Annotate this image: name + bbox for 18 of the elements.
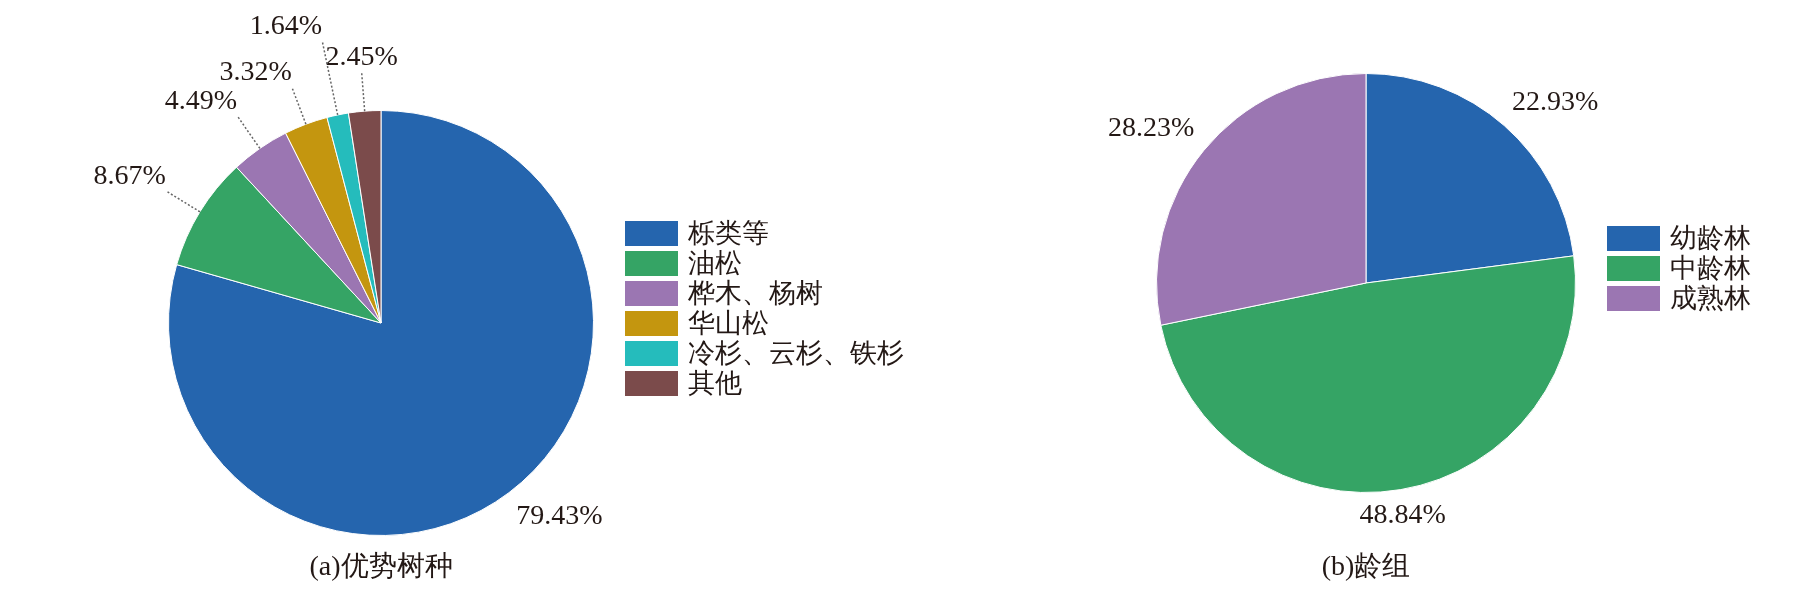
data-label: 1.64% <box>249 8 323 40</box>
data-label: 22.93% <box>1512 84 1599 116</box>
text: (a)优势树种 <box>309 549 453 583</box>
legend-label: 冷杉、云杉、铁杉 <box>688 338 904 368</box>
legend-label: 栎类等 <box>688 218 769 248</box>
text: (b)龄组 <box>1321 549 1411 583</box>
legend-label: 幼龄林 <box>1670 223 1751 253</box>
legend-label: 中龄林 <box>1670 253 1751 283</box>
legend-label: 油松 <box>688 248 742 278</box>
legend-label: 桦木、杨树 <box>688 278 823 308</box>
data-label: 48.84% <box>1359 497 1446 529</box>
data-label: 8.67% <box>93 159 166 191</box>
legend-label: 华山松 <box>688 308 769 338</box>
legend-label: 成熟林 <box>1670 283 1751 313</box>
legend-label: 其他 <box>688 368 742 398</box>
data-label: 2.45% <box>325 39 398 71</box>
data-label: 28.23% <box>1107 111 1195 143</box>
data-label: 79.43% <box>516 498 603 530</box>
